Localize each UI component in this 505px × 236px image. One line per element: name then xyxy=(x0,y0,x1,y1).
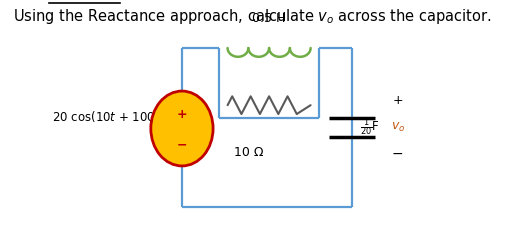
Text: −: − xyxy=(177,138,187,151)
Text: +: + xyxy=(392,94,403,107)
Text: +: + xyxy=(177,108,187,121)
Text: $\frac{1}{20}$F: $\frac{1}{20}$F xyxy=(361,117,380,138)
Text: Using the Reactance approach, calculate $v_o$ across the capacitor.: Using the Reactance approach, calculate … xyxy=(13,7,492,26)
Text: 0.5 H: 0.5 H xyxy=(252,12,286,25)
Text: 10 Ω: 10 Ω xyxy=(234,146,263,159)
Ellipse shape xyxy=(151,91,213,166)
Text: −: − xyxy=(392,147,403,161)
Text: 20 cos(10$t$ + 100°): 20 cos(10$t$ + 100°) xyxy=(52,109,165,124)
Text: $v_o$: $v_o$ xyxy=(390,121,405,134)
